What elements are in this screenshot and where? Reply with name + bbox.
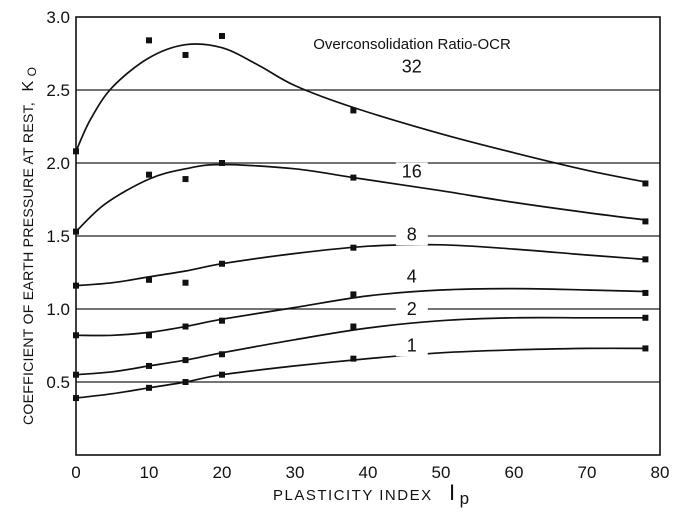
point-ocr-4-1: [146, 332, 152, 338]
y-tick-0.5: 0.5: [46, 373, 70, 392]
curve-ocr-2: [76, 318, 645, 375]
x-tick-70: 70: [578, 463, 597, 482]
x-axis-title: PLASTICITY INDEX I p: [273, 480, 469, 508]
point-ocr-32-2: [183, 52, 189, 58]
point-ocr-8-5: [642, 256, 648, 262]
point-ocr-32-3: [219, 33, 225, 39]
point-ocr-8-2: [183, 280, 189, 286]
y-tick-2.5: 2.5: [46, 81, 70, 100]
point-ocr-4-5: [642, 290, 648, 296]
point-ocr-8-3: [219, 261, 225, 267]
point-ocr-32-5: [642, 180, 648, 186]
point-ocr-4-3: [219, 318, 225, 324]
x-tick-20: 20: [213, 463, 232, 482]
x-tick-50: 50: [432, 463, 451, 482]
x-tick-0: 0: [71, 463, 80, 482]
y-axis-symbol: K: [20, 80, 37, 91]
point-ocr-2-5: [642, 315, 648, 321]
series-labels: 32 16 8 4 2 1: [396, 56, 428, 356]
label-ocr-4: 4: [407, 267, 417, 287]
point-ocr-2-2: [183, 357, 189, 363]
x-tick-10: 10: [140, 463, 159, 482]
point-ocr-2-1: [146, 363, 152, 369]
point-ocr-4-0: [73, 332, 79, 338]
x-axis-symbol: I: [449, 480, 455, 505]
label-ocr-1: 1: [407, 335, 417, 355]
point-ocr-16-1: [146, 172, 152, 178]
point-ocr-2-0: [73, 372, 79, 378]
curve-ocr-16: [76, 165, 645, 232]
point-ocr-16-4: [350, 175, 356, 181]
label-ocr-16: 16: [402, 162, 422, 182]
y-tick-1.0: 1.0: [46, 300, 70, 319]
x-axis-subscript: p: [460, 489, 469, 508]
label-ocr-32: 32: [402, 56, 422, 76]
y-axis-title-text: COEFFICIENT OF EARTH PRESSURE AT REST,: [20, 102, 36, 425]
label-ocr-2: 2: [407, 299, 417, 319]
x-tick-80: 80: [651, 463, 670, 482]
point-ocr-2-3: [219, 351, 225, 357]
x-axis-title-text: PLASTICITY INDEX: [273, 487, 433, 504]
y-axis-title: COEFFICIENT OF EARTH PRESSURE AT REST, K…: [20, 67, 39, 425]
point-ocr-16-2: [183, 176, 189, 182]
curve-ocr-1: [76, 348, 645, 398]
ocr-annotation: Overconsolidation Ratio-OCR: [313, 36, 511, 53]
point-ocr-4-4: [350, 291, 356, 297]
point-ocr-2-4: [350, 324, 356, 330]
y-tick-2.0: 2.0: [46, 154, 70, 173]
y-tick-3.0: 3.0: [46, 8, 70, 27]
label-ocr-8: 8: [407, 224, 417, 244]
point-ocr-1-3: [219, 372, 225, 378]
point-ocr-16-5: [642, 218, 648, 224]
point-ocr-1-1: [146, 385, 152, 391]
point-ocr-4-2: [183, 324, 189, 330]
point-ocr-32-0: [73, 148, 79, 154]
point-ocr-1-5: [642, 345, 648, 351]
point-ocr-8-1: [146, 277, 152, 283]
curve-ocr-8: [76, 245, 645, 286]
point-ocr-32-1: [146, 37, 152, 43]
x-tick-30: 30: [286, 463, 305, 482]
curve-ocr-32: [76, 44, 645, 182]
series-curves: [76, 44, 645, 398]
point-ocr-32-4: [350, 107, 356, 113]
point-ocr-1-0: [73, 395, 79, 401]
point-ocr-1-2: [183, 379, 189, 385]
point-ocr-16-0: [73, 229, 79, 235]
series-points: [73, 33, 648, 401]
point-ocr-16-3: [219, 160, 225, 166]
point-ocr-8-4: [350, 245, 356, 251]
point-ocr-1-4: [350, 356, 356, 362]
x-tick-40: 40: [359, 463, 378, 482]
y-tick-1.5: 1.5: [46, 227, 70, 246]
x-tick-60: 60: [505, 463, 524, 482]
point-ocr-8-0: [73, 283, 79, 289]
tick-labels: 0 10 20 30 40 50 60 70 80 0.5 1.0 1.5 2.0 2.5 3.0: [46, 8, 669, 482]
grid-lines: [76, 90, 660, 382]
y-axis-subscript: O: [25, 67, 39, 76]
